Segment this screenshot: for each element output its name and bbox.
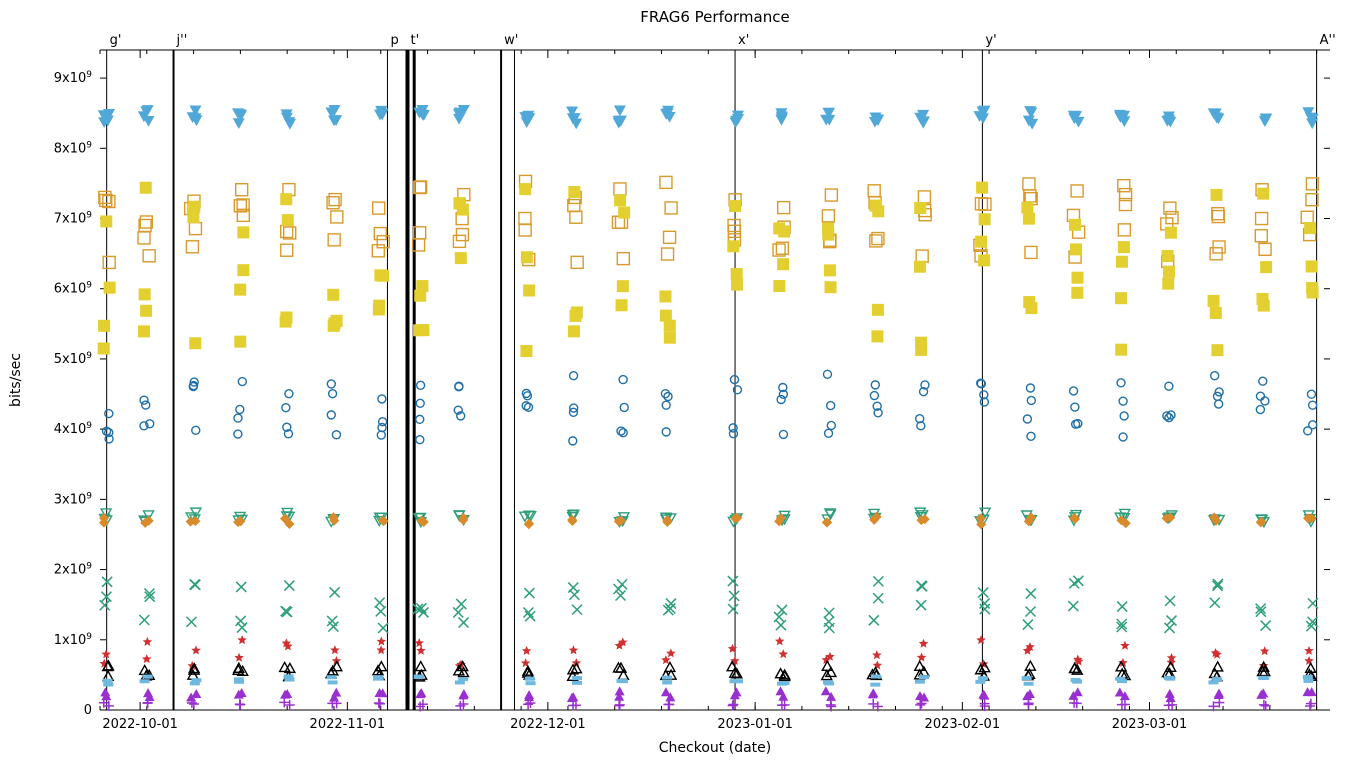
x-tick-label: 2023-03-01 [1112,717,1188,732]
event-label: j'' [176,33,188,48]
y-tick-label: 5x109 [54,351,93,367]
x-tick-label: 2023-02-01 [925,717,1001,732]
y-tick-label: 1x109 [54,632,93,648]
s_sky_invtri [98,105,1319,130]
chart-svg: FRAG6 Performance 0 1x109 2x109 3x109 4x109 5x… [0,0,1360,768]
s_purple_plus [99,697,1316,711]
y-tick-label: 3x109 [54,491,93,507]
s_blue_circ_open [103,370,1317,445]
event-label: p [390,33,398,48]
event-label: g' [110,33,122,48]
x-tick-label: 2022-12-01 [510,717,586,732]
y-tick-label: 0 [84,703,92,718]
x-tick-label: 2023-01-01 [717,717,793,732]
y-axis-label: bits/sec [8,353,24,407]
y-tick-label: 4x109 [54,421,93,437]
y-tick-label: 2x109 [54,562,93,578]
x-axis-label: Checkout (date) [659,740,771,756]
y-tick-label: 6x109 [54,281,93,297]
event-label: y' [985,33,996,48]
event-label: A'' [1320,33,1336,48]
y-tick-label: 7x109 [54,211,93,227]
s_orange_diam [99,512,1316,530]
y-tick-label: 9x109 [54,70,93,86]
x-tick-label: 2022-11-01 [310,717,386,732]
event-label: x' [738,33,749,48]
data-points [98,105,1319,712]
s_red_star [99,635,1313,670]
x-tick-label: 2022-10-01 [102,717,178,732]
frag6-performance-chart: FRAG6 Performance 0 1x109 2x109 3x109 4x109 5x… [0,0,1360,768]
event-label: w' [504,33,518,48]
s_yellow_sq_fill [98,182,1319,357]
event-label: t' [411,33,420,48]
s_teal_x [100,576,1318,633]
s_purple_tri_fill [100,686,1316,702]
y-tick-label: 8x109 [54,140,93,156]
chart-title: FRAG6 Performance [640,8,789,26]
